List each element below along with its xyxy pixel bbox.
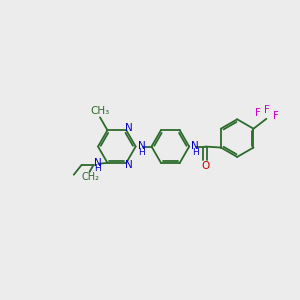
Text: CH₃: CH₃ xyxy=(90,106,110,116)
Text: CH₂: CH₂ xyxy=(82,172,100,182)
Text: N: N xyxy=(138,140,146,151)
Text: H: H xyxy=(94,164,101,173)
Text: N: N xyxy=(125,160,133,170)
Text: N: N xyxy=(94,158,101,168)
Text: F: F xyxy=(273,111,279,121)
Text: H: H xyxy=(192,148,199,157)
Text: F: F xyxy=(254,108,260,118)
Text: H: H xyxy=(138,148,145,157)
Text: N: N xyxy=(191,140,199,151)
Text: O: O xyxy=(201,161,209,171)
Text: F: F xyxy=(264,105,270,115)
Text: N: N xyxy=(125,123,133,133)
